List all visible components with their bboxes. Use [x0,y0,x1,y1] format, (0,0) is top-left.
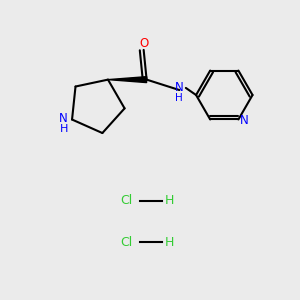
Text: H: H [165,236,174,249]
Text: N: N [175,81,184,94]
Text: N: N [59,112,68,124]
Text: Cl: Cl [120,194,132,207]
Text: O: O [139,37,148,50]
Text: H: H [59,124,68,134]
Text: H: H [165,194,174,207]
Polygon shape [108,76,147,82]
Text: H: H [176,93,183,103]
Text: N: N [239,115,248,128]
Text: Cl: Cl [120,236,132,249]
